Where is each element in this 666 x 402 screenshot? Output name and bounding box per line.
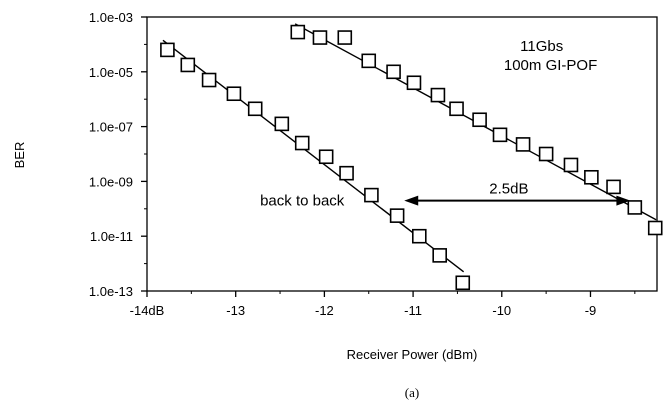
data-point-square <box>406 75 422 91</box>
data-point-square <box>430 87 446 103</box>
y-tick-label: 1.0e-07 <box>89 120 133 135</box>
x-tick-label: -12 <box>315 303 334 318</box>
data-point-square <box>472 112 487 128</box>
x-tick-label: -9 <box>585 303 597 318</box>
y-axis-ticks: 1.0e-03 1.0e-05 1.0e-07 1.0e-09 1.0e-11 1.0e-… <box>89 10 147 299</box>
data-point-square <box>247 101 263 117</box>
data-point-square <box>606 179 621 195</box>
x-tick-label: -10 <box>492 303 511 318</box>
y-tick-label: 1.0e-03 <box>89 10 133 25</box>
annotation-label: 100m GI-POF <box>504 57 597 74</box>
data-point-square <box>226 86 242 102</box>
annotation-label: 11Gbs <box>520 38 563 55</box>
x-tick-label: -13 <box>226 303 245 318</box>
data-point-square <box>492 127 508 143</box>
data-point-square <box>647 220 663 236</box>
data-point-square <box>432 248 447 263</box>
data-point-square <box>411 228 427 244</box>
y-tick-label: 1.0e-09 <box>89 174 133 189</box>
data-point-square <box>180 57 196 73</box>
data-point-square <box>455 275 471 291</box>
data-point-square <box>538 146 554 162</box>
data-point-square <box>361 53 377 69</box>
data-point-square <box>386 64 401 80</box>
data-point-square <box>584 169 599 185</box>
data-point-square <box>563 157 579 173</box>
x-tick-label: -11 <box>404 303 422 318</box>
data-point-square <box>515 137 531 152</box>
offset-arrow <box>404 195 631 206</box>
annotation-label: 2.5dB <box>489 180 528 197</box>
data-point-square <box>364 187 379 203</box>
figure-caption: (a) <box>405 385 419 400</box>
arrow-head-right <box>616 195 631 206</box>
data-point-square <box>318 149 334 165</box>
y-tick-label: 1.0e-11 <box>90 229 133 244</box>
data-point-square <box>290 24 306 40</box>
annotations: 11Gbs 100m GI-POF back to back 2.5dB <box>260 38 597 210</box>
annotation-label: back to back <box>260 193 345 210</box>
data-point-square <box>294 135 310 151</box>
data-point-square <box>627 200 643 215</box>
x-tick-label: -14dB <box>130 303 165 318</box>
data-point-square <box>201 72 217 88</box>
data-point-square <box>160 42 175 58</box>
x-axis-ticks: -14dB -13 -12 -11 -10 -9 <box>130 291 636 318</box>
y-tick-label: 1.0e-13 <box>89 284 133 299</box>
data-markers <box>160 24 663 291</box>
data-point-square <box>274 116 290 132</box>
x-axis-title: Receiver Power (dBm) <box>347 347 478 362</box>
data-point-square <box>337 30 353 45</box>
arrow-head-left <box>404 195 419 206</box>
data-point-square <box>312 30 328 45</box>
data-point-square <box>389 208 405 223</box>
y-tick-label: 1.0e-05 <box>89 65 133 80</box>
data-point-square <box>339 165 354 181</box>
data-point-square <box>449 101 464 117</box>
y-axis-title: BER <box>12 142 27 169</box>
